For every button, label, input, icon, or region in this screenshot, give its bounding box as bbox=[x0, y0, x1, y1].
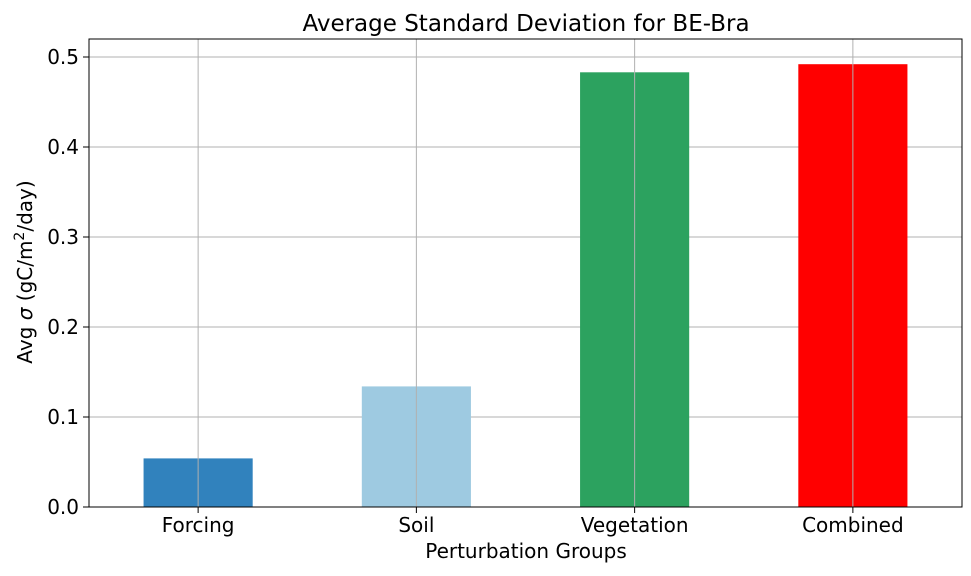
y-tick-label: 0.1 bbox=[47, 405, 79, 429]
y-axis-label-unit-start: (gC/m bbox=[13, 241, 37, 308]
y-axis-label-superscript: 2 bbox=[12, 232, 28, 241]
y-tick-label: 0.2 bbox=[47, 315, 79, 339]
y-tick-label: 0.0 bbox=[47, 495, 79, 519]
bars bbox=[143, 64, 908, 508]
y-axis-label-prefix: Avg bbox=[13, 320, 37, 363]
y-axis-ticks: 0.0 0.1 0.2 0.3 0.4 0.5 bbox=[47, 45, 89, 519]
plot-frame bbox=[88, 38, 963, 508]
x-tick-label: Soil bbox=[398, 513, 434, 537]
x-axis-label: Perturbation Groups bbox=[425, 539, 627, 563]
y-tick-label: 0.4 bbox=[47, 135, 79, 159]
x-tick-label: Combined bbox=[802, 513, 904, 537]
chart-title: Average Standard Deviation for BE-Bra bbox=[302, 11, 749, 37]
y-tick-label: 0.5 bbox=[47, 45, 79, 69]
x-axis-ticks: Forcing Soil Vegetation Combined bbox=[162, 507, 904, 537]
x-tick-label: Forcing bbox=[162, 513, 235, 537]
y-axis-label-unit-end: /day) bbox=[13, 180, 37, 231]
x-tick-label: Vegetation bbox=[581, 513, 689, 537]
y-axis-label-sigma: σ bbox=[13, 306, 37, 320]
y-tick-label: 0.3 bbox=[47, 225, 79, 249]
vertical-grid-lines bbox=[197, 39, 854, 507]
y-axis-label: Avg σ (gC/m2/day) bbox=[12, 180, 37, 363]
